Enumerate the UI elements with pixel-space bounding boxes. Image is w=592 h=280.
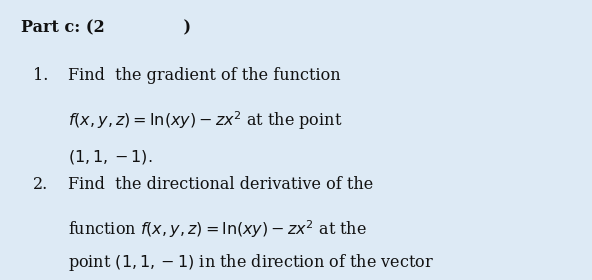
- Text: Part c: (2              ): Part c: (2 ): [21, 20, 191, 37]
- Text: Find  the directional derivative of the: Find the directional derivative of the: [68, 176, 374, 193]
- Text: $(1, 1, -1).$: $(1, 1, -1).$: [68, 148, 153, 166]
- Text: function $f(x, y, z) = \ln(xy) - zx^2$ at the: function $f(x, y, z) = \ln(xy) - zx^2$ a…: [68, 218, 367, 240]
- Text: point $(1, 1, -1)$ in the direction of the vector: point $(1, 1, -1)$ in the direction of t…: [68, 252, 434, 273]
- Text: Find  the gradient of the function: Find the gradient of the function: [68, 67, 341, 84]
- Text: $f(x, y, z) = \ln(xy) - zx^2$ at the point: $f(x, y, z) = \ln(xy) - zx^2$ at the poi…: [68, 109, 343, 132]
- Text: 2.: 2.: [33, 176, 48, 193]
- Text: 1.: 1.: [33, 67, 48, 84]
